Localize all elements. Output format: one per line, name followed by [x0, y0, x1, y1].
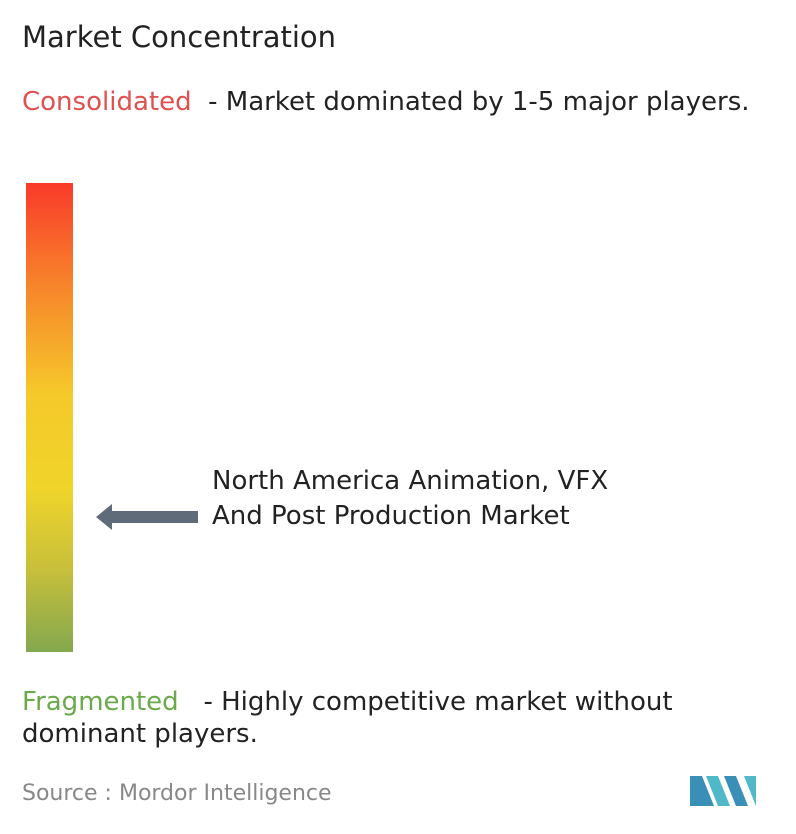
arrow	[96, 504, 198, 530]
consolidated-description: - Market dominated by 1-5 major players.	[208, 87, 750, 117]
logo-part	[706, 776, 730, 806]
consolidated-label: Consolidated	[22, 87, 192, 117]
logo-part	[690, 776, 714, 806]
market-label: North America Animation, VFX And Post Pr…	[212, 466, 609, 531]
arrow-shape	[96, 504, 198, 530]
consolidated-row: Consolidated - Market dominated by 1-5 m…	[22, 86, 792, 118]
source: Source : Mordor Intelligence	[22, 781, 332, 806]
fragmented-label: Fragmented	[22, 687, 179, 717]
logo	[690, 776, 756, 806]
fragmented-row: Fragmented - Highly competitive market w…	[22, 686, 792, 750]
title: Market Concentration	[22, 20, 337, 54]
fragmented-description: - Highly competitive market without domi…	[22, 687, 673, 749]
gradient-bar	[26, 183, 73, 652]
logo-part	[744, 776, 756, 806]
logo-part	[724, 776, 748, 806]
